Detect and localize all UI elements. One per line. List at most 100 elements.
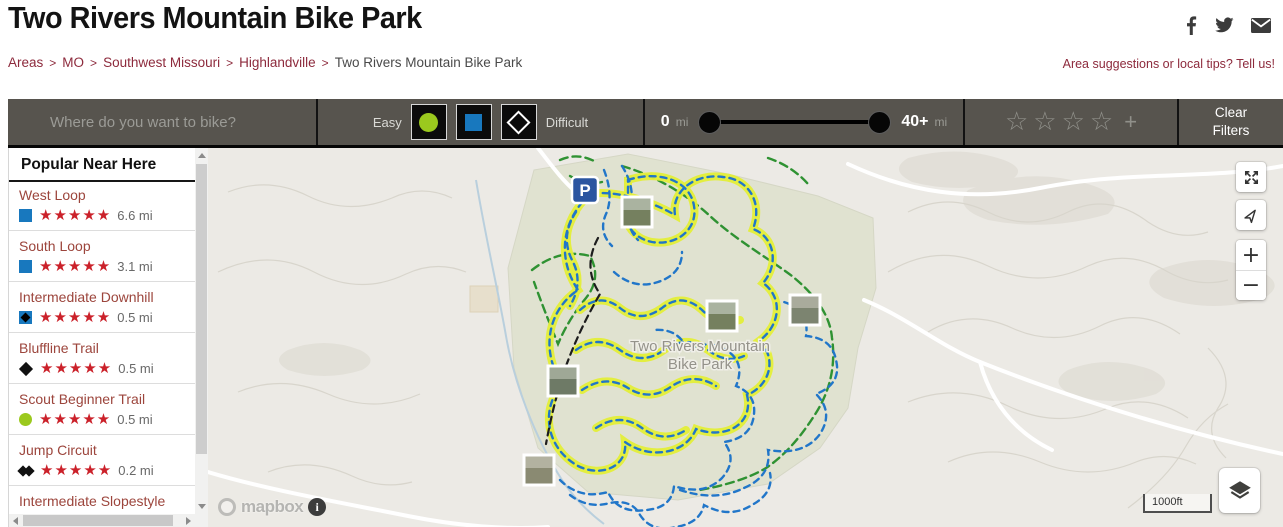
clear-filters-line2: Filters bbox=[1212, 123, 1250, 138]
slider-handle-min[interactable] bbox=[698, 111, 722, 134]
slider-min-value: 0 bbox=[660, 113, 670, 130]
star-outline-icon[interactable]: ☆ bbox=[1004, 107, 1029, 137]
trail-star-rating: ★★★★★ bbox=[39, 257, 112, 275]
trail-distance: 0.5 mi bbox=[117, 412, 153, 427]
chevron-right-icon: > bbox=[321, 55, 329, 70]
zoom-in-button[interactable]: + bbox=[1236, 240, 1266, 270]
scroll-up-icon[interactable] bbox=[198, 153, 206, 158]
fullscreen-button[interactable] bbox=[1236, 162, 1266, 192]
photo-marker[interactable] bbox=[546, 364, 580, 398]
slider-max-unit: mi bbox=[934, 115, 948, 129]
difficulty-easy-button[interactable] bbox=[410, 104, 447, 140]
trail-list-item[interactable]: Scout Beginner Trail ★★★★★ 0.5 mi bbox=[9, 384, 195, 435]
facebook-icon[interactable] bbox=[1186, 16, 1197, 35]
search-input[interactable] bbox=[48, 112, 302, 132]
mapbox-attribution: mapbox i bbox=[218, 497, 327, 517]
trail-name-link[interactable]: Bluffline Trail bbox=[19, 340, 99, 356]
info-icon[interactable]: i bbox=[308, 498, 327, 516]
trail-star-rating: ★★★★★ bbox=[40, 461, 113, 479]
difficulty-difficult-button[interactable] bbox=[500, 104, 537, 140]
social-links bbox=[1186, 16, 1271, 35]
roads bbox=[208, 148, 1283, 527]
photo-markers bbox=[522, 195, 822, 487]
trail-distance: 0.5 mi bbox=[118, 361, 154, 376]
trail-name-link[interactable]: South Loop bbox=[19, 238, 91, 254]
layers-icon bbox=[1228, 480, 1251, 499]
trail-star-rating: ★★★★★ bbox=[40, 359, 113, 377]
mapbox-logo-icon bbox=[218, 498, 236, 516]
green-circle-icon bbox=[419, 112, 439, 132]
trail-list-item[interactable]: Jump Circuit ★★★★★ 0.2 mi bbox=[9, 435, 195, 486]
photo-marker[interactable] bbox=[620, 195, 654, 229]
trail-distance: 3.1 mi bbox=[117, 259, 153, 274]
breadcrumb-link-region[interactable]: Southwest Missouri bbox=[103, 55, 221, 70]
photo-marker[interactable] bbox=[522, 453, 556, 487]
trail-name-link[interactable]: Intermediate Slopestyle bbox=[19, 493, 166, 509]
breadcrumb-current: Two Rivers Mountain Bike Park bbox=[334, 55, 523, 70]
chevron-right-icon: > bbox=[90, 55, 98, 70]
trail-paths-intermediate[interactable] bbox=[558, 164, 839, 527]
breadcrumb-link-areas[interactable]: Areas bbox=[8, 55, 44, 70]
tip-link[interactable]: Area suggestions or local tips? Tell us! bbox=[1062, 57, 1275, 71]
locate-button[interactable] bbox=[1236, 200, 1266, 230]
star-outline-icon[interactable]: ☆ bbox=[1061, 107, 1085, 137]
trail-paths-difficult[interactable] bbox=[544, 236, 602, 446]
mapbox-wordmark[interactable]: mapbox bbox=[241, 497, 304, 516]
map-canvas[interactable]: Two Rivers Mountain Bike Park bbox=[208, 148, 1283, 527]
photo-marker[interactable] bbox=[788, 293, 822, 327]
trail-list-item[interactable]: Intermediate Slopestyle bbox=[9, 486, 195, 514]
breadcrumb-link-town[interactable]: Highlandville bbox=[239, 55, 316, 70]
vertical-scrollbar[interactable] bbox=[195, 148, 208, 514]
chevron-right-icon: > bbox=[49, 55, 57, 70]
breadcrumb-link-state[interactable]: MO bbox=[62, 55, 85, 70]
black-diamond-icon bbox=[18, 361, 34, 376]
vertical-scroll-thumb[interactable] bbox=[196, 164, 207, 454]
slider-min-unit: mi bbox=[675, 115, 689, 129]
twitter-icon[interactable] bbox=[1214, 17, 1234, 34]
slider-handle-max[interactable] bbox=[868, 111, 892, 134]
trail-name-link[interactable]: West Loop bbox=[19, 187, 86, 203]
layers-button[interactable] bbox=[1219, 468, 1260, 513]
trail-distance: 0.5 mi bbox=[117, 310, 153, 325]
clear-filters-line1: Clear bbox=[1214, 105, 1248, 121]
trail-list-item[interactable]: Bluffline Trail ★★★★★ 0.5 mi bbox=[9, 333, 195, 384]
trail-list-item[interactable]: Intermediate Downhill ★★★★★ 0.5 mi bbox=[9, 282, 195, 333]
scroll-right-icon[interactable] bbox=[186, 517, 191, 525]
contour-lines bbox=[217, 184, 1229, 509]
blue-square-icon bbox=[19, 209, 32, 222]
locate-arrow-icon bbox=[1243, 209, 1256, 223]
scroll-left-icon[interactable] bbox=[13, 517, 18, 525]
diamond-outline-icon bbox=[506, 109, 531, 135]
search-section bbox=[8, 99, 316, 145]
distance-slider-track[interactable] bbox=[698, 111, 892, 134]
sidebar-heading: Popular Near Here bbox=[9, 148, 208, 182]
trail-distance: 0.2 mi bbox=[118, 463, 154, 478]
trail-list: West Loop ★★★★★ 6.6 mi South Loop ★★★★★ … bbox=[9, 180, 195, 514]
trail-name-link[interactable]: Jump Circuit bbox=[19, 442, 97, 458]
blue-black-diamond-icon bbox=[19, 311, 32, 324]
trail-list-item[interactable]: West Loop ★★★★★ 6.6 mi bbox=[9, 180, 195, 231]
sidebar: Popular Near Here West Loop ★★★★★ 6.6 mi… bbox=[8, 148, 208, 527]
trail-list-item[interactable]: South Loop ★★★★★ 3.1 mi bbox=[9, 231, 195, 282]
trail-star-rating: ★★★★★ bbox=[39, 308, 112, 326]
photo-marker[interactable] bbox=[705, 299, 739, 333]
star-outline-icon[interactable]: ☆ bbox=[1089, 107, 1114, 137]
horizontal-scroll-thumb[interactable] bbox=[23, 515, 173, 526]
clear-filters-button[interactable]: Clear Filters bbox=[1177, 99, 1283, 145]
svg-text:Two Rivers Mountain: Two Rivers Mountain bbox=[630, 338, 770, 355]
trail-name-link[interactable]: Scout Beginner Trail bbox=[19, 391, 146, 407]
svg-text:P: P bbox=[579, 181, 590, 200]
plus-icon[interactable]: + bbox=[1124, 109, 1138, 134]
trail-name-link[interactable]: Intermediate Downhill bbox=[19, 289, 154, 305]
scroll-down-icon[interactable] bbox=[198, 504, 206, 509]
difficult-label: Difficult bbox=[545, 114, 589, 130]
star-outline-icon[interactable]: ☆ bbox=[1033, 107, 1057, 137]
email-icon[interactable] bbox=[1251, 18, 1271, 33]
trail-star-rating: ★★★★★ bbox=[39, 206, 112, 224]
scrollbar-corner bbox=[195, 514, 208, 527]
zoom-out-button[interactable]: − bbox=[1236, 270, 1266, 300]
difficulty-intermediate-button[interactable] bbox=[455, 104, 492, 140]
horizontal-scrollbar[interactable] bbox=[9, 514, 195, 527]
blue-square-icon bbox=[465, 113, 483, 131]
parking-marker[interactable]: P bbox=[570, 175, 600, 205]
